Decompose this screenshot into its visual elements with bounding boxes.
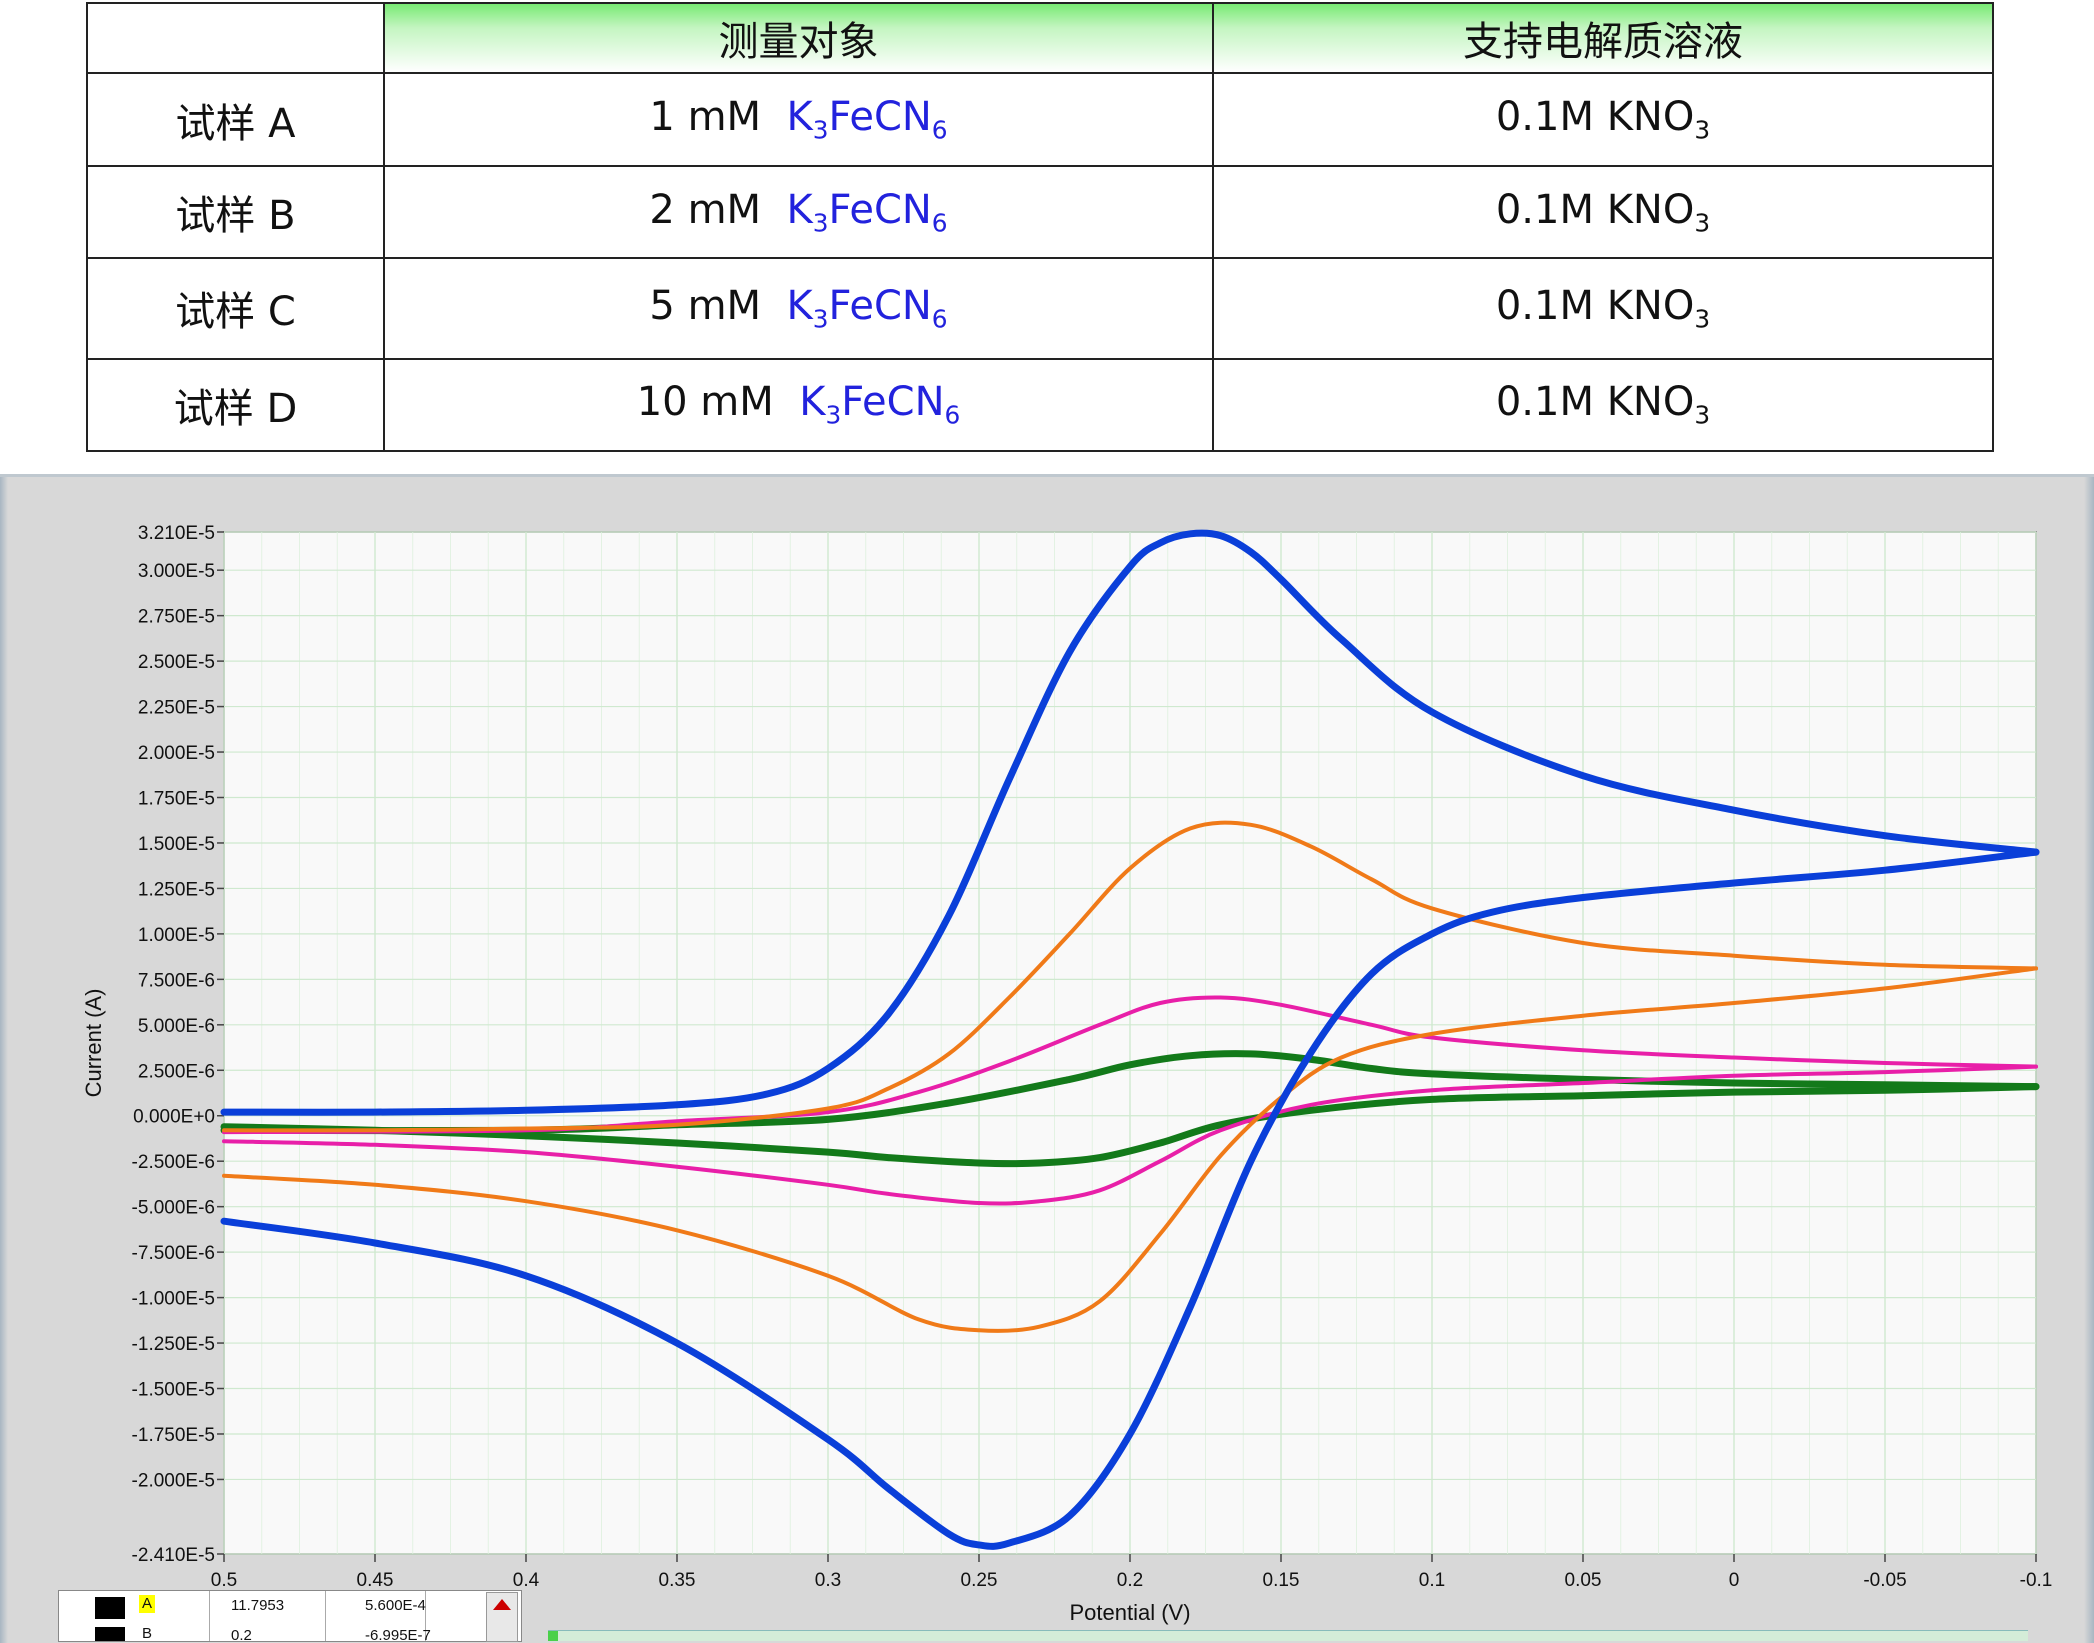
y-tick-label: 2.000E-5 [138, 743, 215, 764]
cv-reverse-sweep [222, 1064, 2038, 1206]
cursor-name[interactable]: A [139, 1595, 155, 1613]
analyte-formula: K3FeCN6 [786, 94, 948, 145]
x-tick-label: 0.15 [1263, 1570, 1300, 1591]
table-header-analyte: 测量对象 [383, 1, 1214, 75]
y-tick-label: -2.000E-5 [132, 1470, 215, 1491]
legend-column-divider [325, 1591, 326, 1641]
y-tick-label: 3.210E-5 [138, 523, 215, 544]
cv-reverse-sweep [222, 966, 2038, 1333]
sample-name: 试样 B [86, 164, 385, 260]
scroll-up-arrow-icon[interactable] [493, 1599, 511, 1610]
x-tick-label: 0.25 [961, 1570, 998, 1591]
cursor-y-value: 5.600E-4 [365, 1597, 426, 1614]
analyte-concentration: 2 mM [649, 186, 762, 233]
analyte-formula: K3FeCN6 [786, 283, 948, 334]
x-tick-label: 0 [1729, 1570, 1740, 1591]
analyte-formula: K3FeCN6 [799, 379, 961, 431]
cursor-y-value: -6.995E-7 [365, 1627, 431, 1642]
analyte-cell: 1 mM K3FeCN6 [383, 72, 1214, 167]
analyte-cell: 5 mM K3FeCN6 [383, 257, 1214, 360]
cv-forward-sweep [222, 995, 2038, 1135]
electrolyte-cell: 0.1M KNO3 [1212, 357, 1994, 453]
cursor-x-value: 11.7953 [231, 1597, 285, 1614]
analyte-cell: 2 mM K3FeCN6 [383, 164, 1214, 260]
analyte-concentration: 10 mM [636, 379, 774, 426]
y-tick-label: 1.000E-5 [138, 925, 215, 946]
y-tick-label: -1.750E-5 [132, 1425, 215, 1446]
sample-name: 试样 D [86, 357, 385, 453]
y-tick-label: 2.500E-6 [138, 1061, 215, 1082]
cursor-x-value: 0.2 [231, 1627, 252, 1642]
analyte-concentration: 1 mM [649, 94, 762, 141]
cursor-color-swatch[interactable] [95, 1627, 125, 1641]
y-tick-label: -7.500E-6 [132, 1243, 215, 1264]
cv-reverse-sweep [220, 848, 2040, 1550]
x-tick-label: -0.05 [1863, 1570, 1906, 1591]
y-axis-title: Current (A) [81, 989, 106, 1098]
x-tick-label: 0.45 [357, 1570, 394, 1591]
y-tick-label: -2.500E-6 [132, 1152, 215, 1173]
electrolyte-cell: 0.1M KNO3 [1212, 257, 1994, 360]
y-tick-label: 1.250E-5 [138, 879, 215, 900]
y-tick-label: 0.000E+0 [133, 1107, 215, 1128]
scroll-marker [548, 1631, 558, 1641]
y-tick-label: -5.000E-6 [132, 1198, 215, 1219]
cv-forward-sweep [222, 820, 2038, 1133]
legend-column-divider [209, 1591, 210, 1641]
x-tick-label: 0.3 [815, 1570, 841, 1591]
analyte-cell: 10 mM K3FeCN6 [383, 357, 1214, 453]
y-tick-label: -1.000E-5 [132, 1289, 215, 1310]
electrolyte-cell: 0.1M KNO3 [1212, 164, 1994, 260]
cursor-row[interactable]: A 11.7953 5.600E-4 [59, 1591, 521, 1621]
y-tick-label: -1.500E-5 [132, 1380, 215, 1401]
cv-reverse-sweep [220, 1083, 2040, 1168]
y-tick-label: 3.000E-5 [138, 561, 215, 582]
cursor-row[interactable]: B 0.2 -6.995E-7 [59, 1621, 521, 1642]
x-tick-label: 0.1 [1419, 1570, 1445, 1591]
cursor-legend[interactable]: A 11.7953 5.600E-4 B 0.2 -6.995E-7 [58, 1590, 522, 1642]
y-tick-label: -1.250E-5 [132, 1334, 215, 1355]
sample-name: 试样 C [86, 257, 385, 360]
y-tick-label: 2.750E-5 [138, 607, 215, 628]
sample-name: 试样 A [86, 72, 385, 167]
y-tick-label: 7.500E-6 [138, 970, 215, 991]
y-tick-label: 1.750E-5 [138, 789, 215, 810]
analyte-concentration: 5 mM [649, 283, 762, 329]
y-tick-label: 2.250E-5 [138, 698, 215, 719]
legend-column-divider [425, 1591, 426, 1641]
y-tick-label: 2.500E-5 [138, 652, 215, 673]
table-header-blank [86, 1, 385, 75]
x-axis-title: Potential (V) [1069, 1600, 1190, 1625]
y-tick-label: -2.410E-5 [132, 1545, 215, 1566]
table-header-row: 测量对象 支持电解质溶液 [86, 1, 1994, 75]
electrolyte-cell: 0.1M KNO3 [1212, 72, 1994, 167]
y-tick-label: 5.000E-6 [138, 1016, 215, 1037]
x-tick-label: 0.4 [513, 1570, 540, 1591]
cursor-name[interactable]: B [141, 1625, 152, 1642]
panel-right-border [2084, 477, 2094, 1643]
x-tick-label: -0.1 [2020, 1570, 2053, 1591]
x-tick-label: 0.2 [1117, 1570, 1143, 1591]
panel-left-border [0, 477, 8, 1643]
table-row: 试样 D 10 mM K3FeCN6 0.1M KNO3 [86, 357, 1994, 453]
x-tick-label: 0.05 [1565, 1570, 1602, 1591]
table-header-electrolyte: 支持电解质溶液 [1212, 1, 1994, 75]
cursor-color-swatch[interactable] [95, 1597, 125, 1619]
cursor-legend-scrollbar[interactable] [486, 1592, 518, 1642]
analyte-formula: K3FeCN6 [786, 186, 948, 238]
x-tick-label: 0.5 [211, 1570, 237, 1591]
bottom-scrollbar[interactable] [548, 1630, 2028, 1641]
x-tick-label: 0.35 [659, 1570, 696, 1591]
y-tick-label: 1.500E-5 [138, 834, 215, 855]
cv-forward-sweep [220, 529, 2040, 1116]
